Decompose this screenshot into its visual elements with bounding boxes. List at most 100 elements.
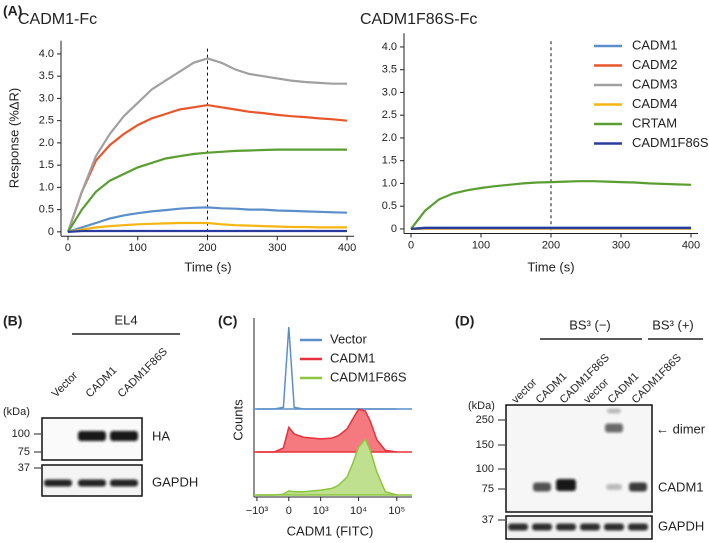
legend-label: CADM1F86S	[632, 135, 709, 150]
series-line	[256, 408, 397, 453]
band	[556, 523, 576, 531]
series-line	[66, 103, 348, 233]
x-tick-label: 0	[286, 505, 292, 517]
y-tick-label: 2.5	[382, 109, 397, 121]
y-tick-label: 1.0	[39, 181, 54, 193]
band	[78, 431, 106, 441]
band	[556, 479, 576, 491]
band	[533, 482, 551, 492]
x-tick-label: 0	[65, 242, 71, 254]
panel-label: (D)	[455, 313, 474, 329]
unit-label: (kDa)	[468, 400, 495, 412]
band	[110, 431, 138, 441]
x-axis-label: Time (s)	[184, 259, 231, 274]
x-tick-label: 200	[198, 242, 216, 254]
blot-label: GAPDH	[152, 474, 198, 489]
legend-label: CADM1	[330, 350, 376, 365]
x-tick-label: 200	[542, 239, 560, 251]
band	[580, 523, 600, 531]
x-tick-label: 400	[682, 239, 700, 251]
series-area	[256, 409, 397, 452]
band	[78, 479, 106, 487]
marker-label: 150	[476, 439, 494, 451]
series-line	[410, 226, 691, 230]
band	[629, 482, 647, 492]
y-tick-label: 4.0	[39, 48, 54, 60]
y-tick-label: 1.5	[382, 155, 397, 167]
blot-label: GAPDH	[658, 518, 704, 533]
group-label: BS³ (−)	[569, 317, 611, 332]
blot-label: HA	[152, 428, 170, 443]
band	[606, 484, 622, 490]
annotation: ← dimer	[656, 421, 706, 436]
y-tick-label: 3.5	[39, 70, 54, 82]
y-tick-label: 0	[391, 223, 397, 235]
series-line	[67, 206, 348, 233]
blot-box	[505, 515, 653, 540]
y-tick-label: 1.0	[382, 177, 397, 189]
y-tick-label: 4.0	[382, 41, 397, 53]
x-tick-label: 100	[129, 242, 147, 254]
legend-label: CADM2	[632, 57, 678, 72]
band	[628, 523, 648, 531]
unit-label: (kDa)	[3, 406, 30, 418]
chart-title: CADM1F86S-Fc	[360, 11, 477, 28]
x-tick-label: 10⁴	[350, 505, 367, 517]
group-label: EL4	[114, 312, 137, 327]
y-tick-label: 3.0	[39, 92, 54, 104]
legend-label: CADM1	[632, 37, 678, 52]
lane-label: Vector	[50, 369, 81, 400]
marker-label: 37	[18, 462, 30, 474]
y-tick-label: 2.5	[39, 115, 54, 127]
x-tick-label: −10³	[246, 505, 269, 517]
y-tick-label: 2.0	[382, 132, 397, 144]
marker-label: 75	[18, 446, 30, 458]
y-axis-label: Response (%ΔR)	[6, 88, 21, 188]
lane-label: CADM1F86S	[116, 346, 170, 400]
band	[532, 523, 552, 531]
panel-label: (A)	[3, 3, 22, 19]
x-tick-label: 10³	[313, 505, 329, 517]
legend-label: CADM3	[632, 76, 678, 91]
band	[110, 479, 138, 487]
panel-label: (C)	[218, 313, 237, 329]
legend-label: Vector	[330, 331, 368, 346]
series-line	[67, 229, 347, 233]
band	[607, 408, 621, 414]
marker-label: 250	[476, 414, 494, 426]
y-tick-label: 3.5	[382, 64, 397, 76]
band	[44, 479, 72, 487]
x-tick-label: 300	[268, 242, 286, 254]
lane-label: CADM1	[84, 364, 120, 400]
y-axis-label: Counts	[230, 399, 245, 441]
series-line	[410, 180, 692, 230]
x-tick-label: 0	[408, 239, 414, 251]
marker-label: 100	[476, 463, 494, 475]
blot-box	[505, 404, 653, 513]
x-tick-label: 10⁵	[388, 505, 405, 517]
legend-label: CADM4	[632, 96, 678, 111]
y-tick-label: 0.5	[39, 204, 54, 216]
y-tick-label: 1.5	[39, 159, 54, 171]
group-label: BS³ (+)	[652, 317, 694, 332]
band	[508, 523, 528, 531]
x-tick-label: 300	[612, 239, 630, 251]
series-line	[256, 326, 397, 410]
band	[605, 423, 623, 433]
annotation: CADM1	[658, 479, 704, 494]
series-area	[256, 439, 397, 495]
x-tick-label: 400	[338, 242, 356, 254]
legend-label: CADM1F86S	[330, 369, 407, 384]
series-line	[67, 148, 347, 233]
series-line	[67, 221, 347, 233]
series-line	[66, 57, 347, 233]
y-tick-label: 3.0	[382, 86, 397, 98]
x-axis-label: Time (s)	[527, 259, 574, 274]
y-tick-label: 2.0	[39, 137, 54, 149]
panel-label: (B)	[3, 313, 22, 329]
marker-label: 75	[482, 483, 494, 495]
y-tick-label: 0	[48, 226, 54, 238]
marker-label: 37	[482, 514, 494, 526]
band	[604, 523, 624, 531]
